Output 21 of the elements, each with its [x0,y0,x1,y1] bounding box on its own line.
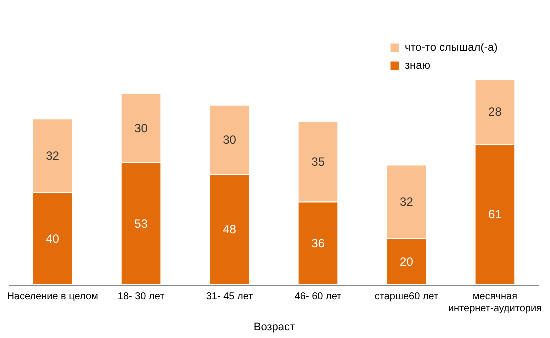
legend-label: знаю [405,60,430,72]
data-label: 30 [134,121,148,136]
x-tick-label: 31- 45 лет [206,292,254,302]
data-label: 35 [312,154,326,169]
data-label: 30 [223,132,237,147]
data-label: 40 [46,232,60,246]
x-tick-label: месячная интернет-аудитория [448,292,542,314]
x-axis-title: Возраст [254,322,296,334]
data-label: 61 [488,208,502,222]
data-label: 32 [400,195,414,210]
x-tick-label: 46- 60 лет [294,292,342,302]
data-label: 28 [488,105,502,120]
data-label: 53 [134,216,148,231]
data-label: 20 [400,254,414,269]
legend-label: что-то слышал(-а) [405,42,498,54]
x-tick-label: 18- 30 лет [118,292,166,302]
x-tick-label: Население в целом [7,292,99,302]
data-label: 48 [223,222,237,237]
data-label: 36 [312,236,326,251]
data-label: 32 [46,149,60,164]
x-tick-label: старше60 лет [374,292,439,302]
